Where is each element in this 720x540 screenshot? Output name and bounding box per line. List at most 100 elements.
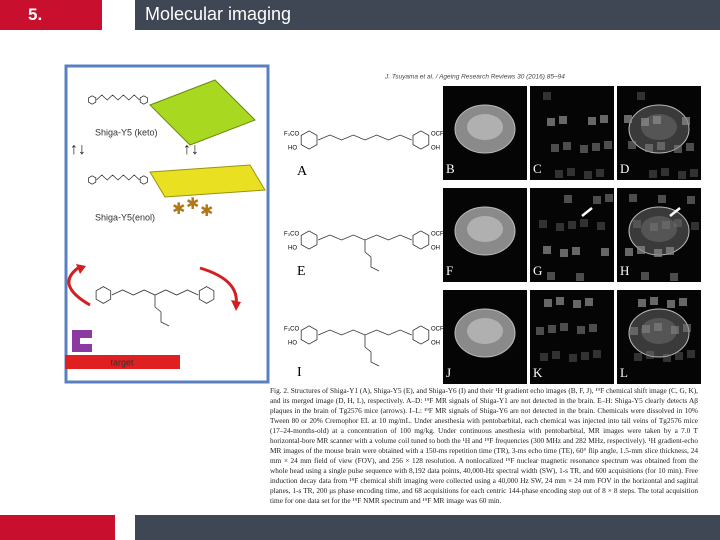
signal-spot (641, 272, 649, 280)
group-label: F₃CO (284, 132, 299, 138)
signal-spot (646, 351, 654, 359)
ring (412, 230, 430, 250)
signal-spot (543, 92, 551, 100)
ring (300, 130, 318, 150)
signal-spot (666, 247, 674, 255)
side-chain (154, 295, 170, 327)
brain-core (467, 318, 503, 344)
signal-spot (604, 141, 612, 149)
figure-area: ✱ ✱ ✱ target Shiga-Y5 (keto) Shiga-Y5(enol… (64, 64, 701, 384)
signal-spot (543, 246, 551, 254)
group-label: HO (288, 341, 297, 347)
ring (95, 286, 112, 304)
signal-spot (682, 117, 690, 125)
signal-spot (600, 115, 608, 123)
ring (300, 325, 318, 345)
signal-spot (654, 249, 662, 257)
signal-spot (637, 92, 645, 100)
target-label: target (110, 357, 134, 367)
image-label: C (533, 161, 542, 176)
signal-spot (658, 195, 666, 203)
signal-spot (593, 196, 601, 204)
signal-spot (577, 326, 585, 334)
signal-spot (679, 298, 687, 306)
signal-spot (633, 220, 641, 228)
signal-spot (563, 142, 571, 150)
signal-spot (592, 143, 600, 151)
signal-spot (675, 352, 683, 360)
structure-label: A (297, 164, 308, 179)
signal-spot (642, 325, 650, 333)
ring (198, 286, 215, 304)
group-label: F₃CO (284, 327, 299, 333)
structure-label: I (297, 365, 302, 380)
target-shape (72, 330, 92, 352)
image-label: B (446, 161, 455, 176)
chain (318, 329, 412, 336)
signal-spot (674, 219, 682, 227)
svg-text:✱: ✱ (172, 201, 185, 218)
signal-spot (687, 196, 695, 204)
signal-spot (567, 168, 575, 176)
signal-spot (559, 116, 567, 124)
signal-spot (560, 323, 568, 331)
ring (139, 175, 148, 185)
number-bar (0, 0, 102, 30)
signal-spot (637, 246, 645, 254)
image-label: K (533, 365, 543, 380)
signal-spot (552, 351, 560, 359)
signal-spot (597, 222, 605, 230)
signal-spot (690, 169, 698, 177)
signal-spot (687, 350, 695, 358)
signal-spot (576, 273, 584, 281)
signal-spot (630, 327, 638, 335)
signal-spot (572, 247, 580, 255)
signal-spot (628, 141, 636, 149)
signal-spot (674, 145, 682, 153)
group-label: OCF₃ (431, 327, 447, 333)
footer-right (135, 515, 720, 540)
signal-spot (556, 297, 564, 305)
signal-spot (605, 194, 613, 202)
signal-spot (588, 117, 596, 125)
image-label: F (446, 263, 453, 278)
title-bar (135, 0, 720, 30)
signal-spot (650, 297, 658, 305)
chain (318, 134, 412, 141)
side-chain (364, 240, 380, 272)
signal-spot (661, 168, 669, 176)
side-chain (364, 335, 380, 367)
signal-spot (671, 326, 679, 334)
curved-arrow (199, 266, 238, 306)
signal-spot (536, 327, 544, 335)
image-label: H (620, 263, 629, 278)
image-label: L (620, 365, 628, 380)
group-label: OCF₃ (431, 232, 447, 238)
arrow-head (76, 264, 86, 274)
signal-spot (654, 323, 662, 331)
yellow-plate (149, 164, 266, 198)
keto-label: Shiga-Y5 (keto) (95, 127, 158, 137)
signal-spot (596, 169, 604, 177)
signal-spot (555, 170, 563, 178)
signal-spot (667, 300, 675, 308)
structure-label: E (297, 264, 306, 279)
chain (318, 234, 412, 241)
signal-spot (624, 115, 632, 123)
signal-spot (638, 299, 646, 307)
image-label: J (446, 365, 451, 380)
signal-spot (581, 352, 589, 360)
signal-spot (662, 221, 670, 229)
signal-spot (548, 325, 556, 333)
signal-spot (683, 324, 691, 332)
arrow-head (231, 300, 241, 311)
enol-label: Shiga-Y5(enol) (95, 212, 155, 222)
ring (300, 230, 318, 250)
signal-spot (585, 298, 593, 306)
signal-spot (580, 219, 588, 227)
curved-arrow (67, 266, 91, 307)
signal-spot (650, 223, 658, 231)
signal-spot (547, 118, 555, 126)
group-label: HO (288, 246, 297, 252)
ring (412, 130, 430, 150)
